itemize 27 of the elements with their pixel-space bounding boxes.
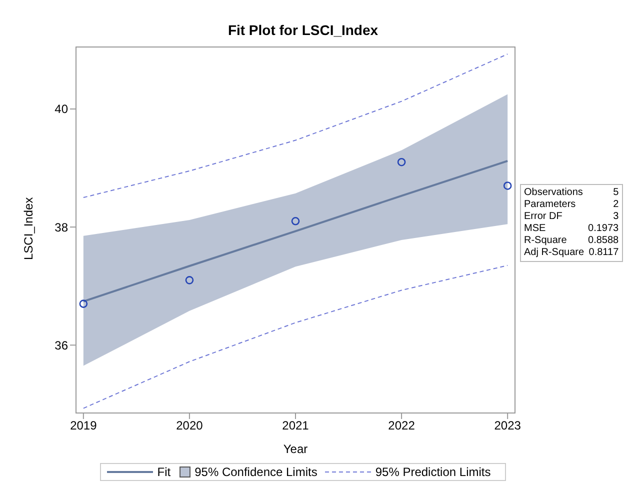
point	[397, 158, 406, 166]
x-tick-label: 2022	[388, 418, 416, 433]
x-tick-label: 2020	[176, 418, 204, 433]
text: Error DF 3	[524, 211, 619, 222]
point	[291, 216, 300, 226]
legend-label: 95% Prediction Limits	[375, 465, 491, 479]
legend-label: Fit	[157, 465, 171, 479]
x-tick-label: 2021	[282, 418, 310, 433]
y-tick-label: 38	[54, 220, 68, 234]
text: MSE 0.1973	[524, 223, 619, 234]
point	[503, 182, 512, 190]
text: Adj R-Square 0.8117	[524, 247, 619, 259]
line-series	[82, 264, 508, 409]
y-tick-label: 36	[54, 338, 68, 352]
x-tick-label: 2023	[494, 418, 522, 433]
x-axis-title: Year	[283, 442, 308, 456]
y-tick-label: 40	[54, 102, 68, 116]
text: Observations 5	[524, 187, 619, 198]
text: R-Square 0.8588	[524, 235, 619, 246]
y-axis-title: LSCI_Index	[21, 197, 36, 260]
point	[185, 276, 194, 284]
chart-title: Fit Plot for LSCI_Index	[226, 22, 380, 38]
line-series	[82, 54, 508, 198]
text: Parameters 2	[524, 199, 619, 210]
text: 95% Confidence Limits	[194, 465, 318, 479]
x-tick-label: 2019	[70, 418, 98, 433]
point	[79, 300, 88, 308]
